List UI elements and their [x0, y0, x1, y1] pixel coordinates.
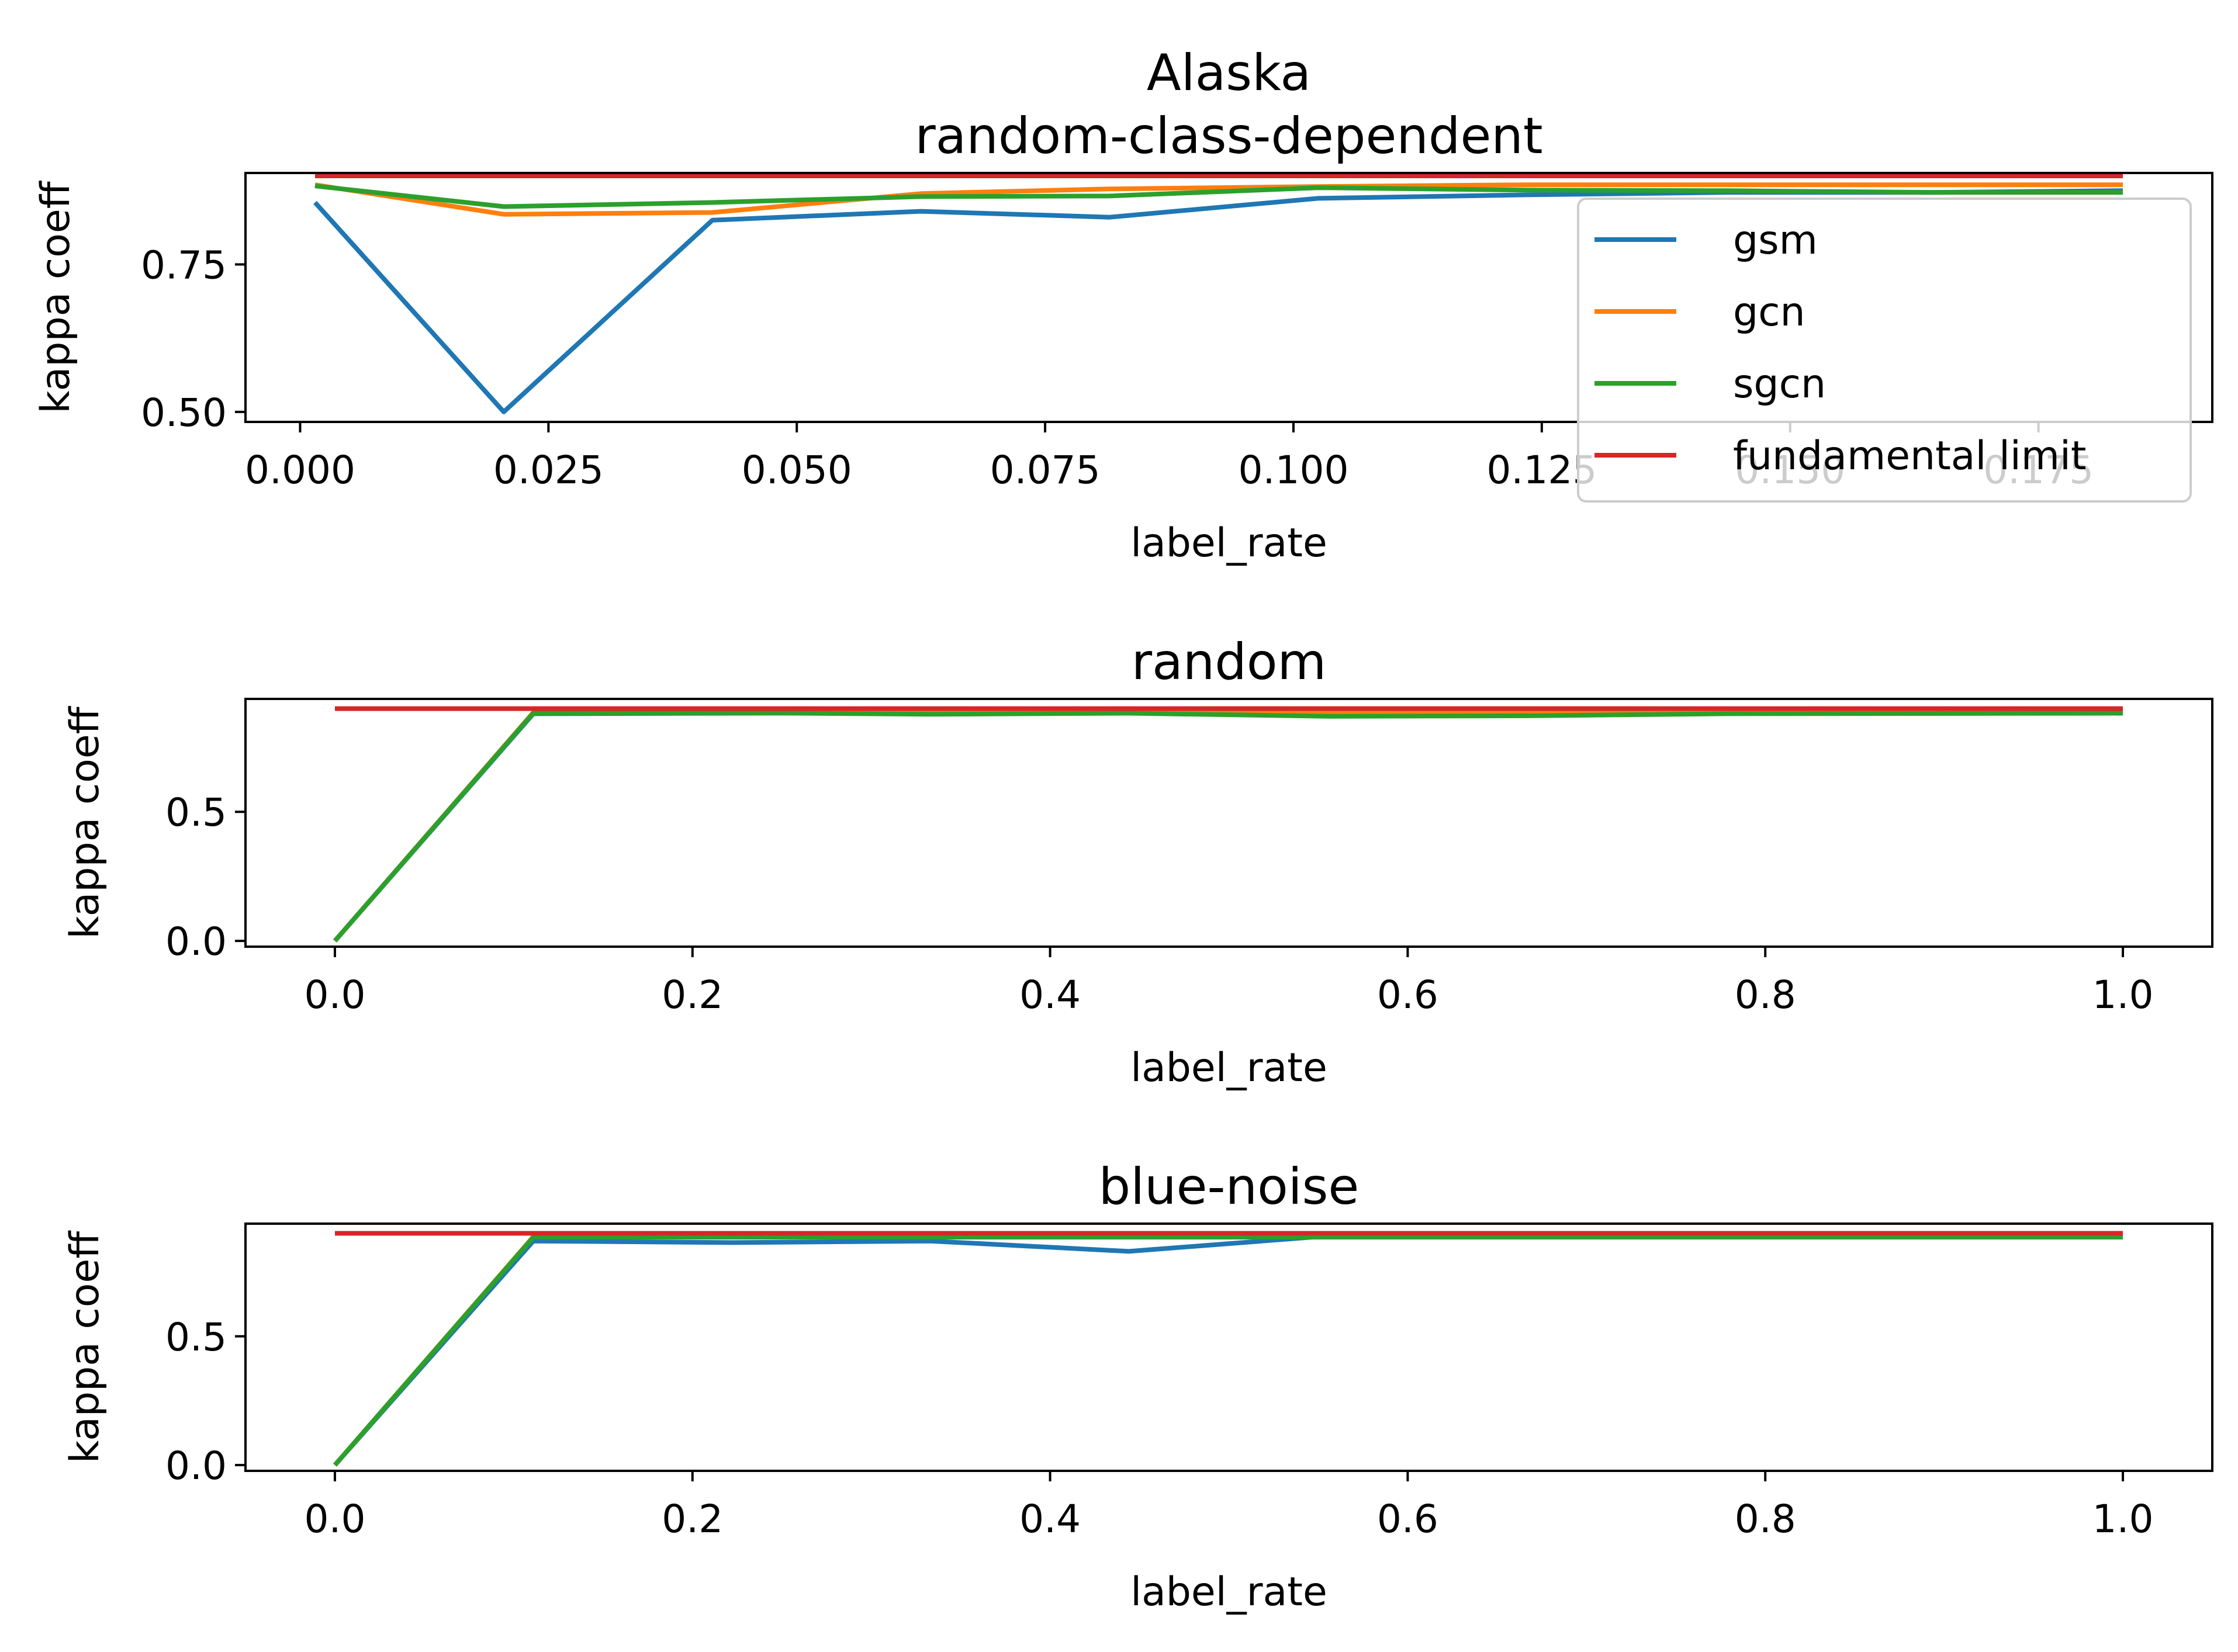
y-tick-label: 0.5 — [165, 1315, 227, 1360]
legend-box — [1577, 198, 2192, 503]
x-tick-label: 0.8 — [1735, 1497, 1796, 1542]
legend-label-fundamental-limit: fundamental limit — [1733, 433, 2087, 479]
y-axis-label: kappa coeff — [33, 180, 79, 413]
legend-label-sgcn: sgcn — [1733, 361, 1826, 407]
y-tick-label: 0.75 — [141, 243, 227, 288]
x-tick-label: 0.4 — [1019, 1497, 1081, 1542]
x-tick-label: 0.6 — [1377, 972, 1438, 1017]
x-tick-label: 0.0 — [304, 972, 365, 1017]
x-axis-label: label_rate — [1130, 1045, 1327, 1091]
chart-title: random — [1132, 633, 1327, 691]
legend-label-gsm: gsm — [1733, 217, 1818, 264]
x-axis-label: label_rate — [1130, 520, 1327, 566]
x-tick-label: 0.000 — [245, 448, 355, 493]
x-tick-label: 0.100 — [1238, 448, 1348, 493]
plot-area — [333, 706, 2123, 943]
plot-area — [313, 174, 2123, 414]
x-tick-label: 0.2 — [662, 972, 723, 1017]
chart-title-line-1: Alaska — [1147, 44, 1311, 102]
y-axis-label: kappa coeff — [62, 1230, 108, 1463]
x-axis-label: label_rate — [1130, 1569, 1327, 1615]
axes-frame — [244, 698, 2213, 948]
subplot-3: blue-noise 0.0 0.2 0.4 0.6 0.8 1.0 0.0 0.5 label_… — [62, 1158, 2213, 1615]
series-line-sgcn — [333, 1235, 2123, 1467]
x-tick-label: 1.0 — [2092, 1497, 2154, 1542]
series-line-gcn — [333, 1234, 2123, 1467]
x-tick-label: 1.0 — [2092, 972, 2154, 1017]
legend: gsm gcn sgcn fundamental limit — [1577, 198, 2192, 503]
subplot-2: random 0.0 0.2 0.4 0.6 0.8 1.0 0.0 0.5 label_rate… — [62, 633, 2213, 1091]
y-tick-label: 0.5 — [165, 790, 227, 835]
x-tick-label: 0.8 — [1735, 972, 1796, 1017]
x-tick-label: 0.050 — [742, 448, 852, 493]
x-tick-label: 0.025 — [493, 448, 604, 493]
chart-title: blue-noise — [1099, 1158, 1360, 1216]
plot-area — [333, 1231, 2123, 1467]
y-tick-label: 0.0 — [165, 919, 227, 964]
y-tick-label: 0.0 — [165, 1443, 227, 1488]
x-tick-label: 0.4 — [1019, 972, 1081, 1017]
x-tick-label: 0.6 — [1377, 1497, 1438, 1542]
x-tick-label: 0.075 — [990, 448, 1101, 493]
series-line-gsm — [333, 709, 2123, 943]
series-line-gsm — [333, 1233, 2123, 1467]
x-tick-label: 0.2 — [662, 1497, 723, 1542]
series-line-gcn — [314, 182, 2123, 217]
chart-title-line-2: random-class-dependent — [915, 107, 1542, 165]
x-tick-label: 0.0 — [304, 1497, 365, 1542]
axes-frame — [244, 172, 2213, 423]
y-axis-label: kappa coeff — [62, 705, 108, 938]
series-line-sgcn — [314, 183, 2123, 209]
y-tick-label: 0.50 — [141, 390, 227, 435]
legend-label-gcn: gcn — [1733, 289, 1805, 335]
series-line-gcn — [333, 709, 2123, 943]
series-line-sgcn — [333, 710, 2123, 943]
axes-frame — [244, 1222, 2213, 1472]
